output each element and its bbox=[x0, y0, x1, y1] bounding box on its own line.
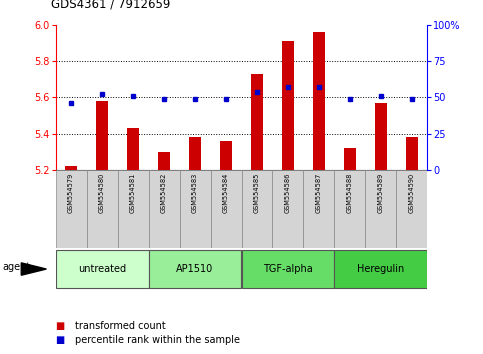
Bar bbox=[313, 32, 325, 170]
Bar bbox=[334, 170, 366, 248]
Bar bbox=[65, 166, 77, 170]
Bar bbox=[397, 170, 427, 248]
Bar bbox=[251, 74, 263, 170]
Text: GSM554583: GSM554583 bbox=[192, 173, 198, 213]
Text: GSM554587: GSM554587 bbox=[316, 173, 322, 213]
Text: GSM554589: GSM554589 bbox=[378, 173, 384, 213]
Text: GSM554581: GSM554581 bbox=[130, 173, 136, 213]
Polygon shape bbox=[21, 263, 46, 275]
Text: agent: agent bbox=[2, 262, 30, 272]
Text: GSM554582: GSM554582 bbox=[161, 173, 167, 213]
Bar bbox=[220, 141, 232, 170]
Bar bbox=[149, 170, 180, 248]
Bar bbox=[242, 170, 272, 248]
Bar bbox=[56, 250, 149, 288]
Bar bbox=[189, 137, 201, 170]
Text: GSM554579: GSM554579 bbox=[68, 173, 74, 213]
Bar bbox=[303, 170, 334, 248]
Text: untreated: untreated bbox=[78, 264, 126, 274]
Text: GSM554586: GSM554586 bbox=[285, 173, 291, 213]
Bar bbox=[366, 170, 397, 248]
Text: GSM554590: GSM554590 bbox=[409, 173, 415, 213]
Bar bbox=[406, 137, 418, 170]
Bar bbox=[86, 170, 117, 248]
Bar bbox=[272, 170, 303, 248]
Bar bbox=[211, 170, 242, 248]
Text: ■: ■ bbox=[56, 321, 65, 331]
Text: GSM554584: GSM554584 bbox=[223, 173, 229, 213]
Bar bbox=[158, 152, 170, 170]
Bar bbox=[344, 148, 356, 170]
Bar bbox=[242, 250, 334, 288]
Text: AP1510: AP1510 bbox=[176, 264, 213, 274]
Bar bbox=[117, 170, 149, 248]
Bar bbox=[149, 250, 242, 288]
Bar bbox=[282, 41, 294, 170]
Text: Heregulin: Heregulin bbox=[357, 264, 405, 274]
Bar bbox=[180, 170, 211, 248]
Text: GSM554580: GSM554580 bbox=[99, 173, 105, 213]
Bar bbox=[334, 250, 427, 288]
Text: GSM554588: GSM554588 bbox=[347, 173, 353, 213]
Bar bbox=[96, 101, 108, 170]
Text: transformed count: transformed count bbox=[75, 321, 166, 331]
Text: percentile rank within the sample: percentile rank within the sample bbox=[75, 335, 240, 345]
Bar bbox=[127, 128, 139, 170]
Bar bbox=[56, 170, 86, 248]
Bar bbox=[375, 103, 387, 170]
Text: GSM554585: GSM554585 bbox=[254, 173, 260, 213]
Text: ■: ■ bbox=[56, 335, 65, 345]
Text: TGF-alpha: TGF-alpha bbox=[263, 264, 313, 274]
Text: GDS4361 / 7912659: GDS4361 / 7912659 bbox=[51, 0, 170, 11]
